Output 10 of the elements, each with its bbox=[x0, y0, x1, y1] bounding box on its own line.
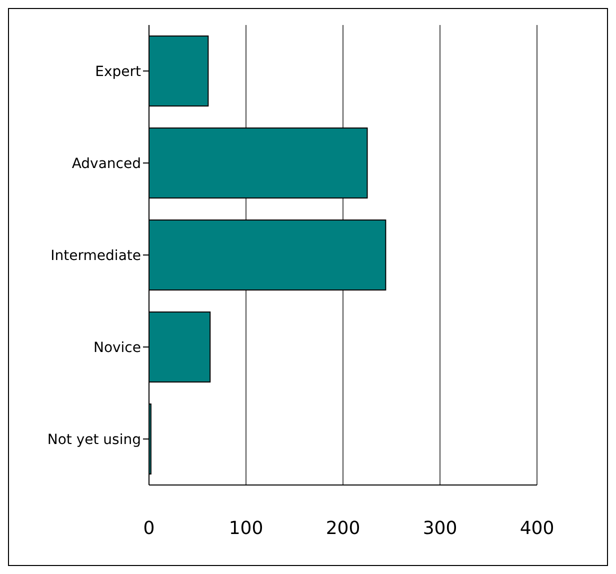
x-tick-label: 0 bbox=[143, 518, 155, 539]
x-tick-label: 200 bbox=[326, 518, 360, 539]
x-tick-label: 100 bbox=[228, 518, 264, 539]
y-tick-label: Expert bbox=[95, 64, 142, 80]
y-tick-label: Advanced bbox=[72, 156, 141, 172]
y-tick-label: Intermediate bbox=[50, 248, 141, 264]
x-tick-label: 400 bbox=[520, 518, 554, 539]
y-tick-label: Novice bbox=[93, 340, 141, 356]
x-tick-label: 300 bbox=[422, 518, 458, 539]
y-tick-label: Not yet using bbox=[47, 432, 141, 448]
